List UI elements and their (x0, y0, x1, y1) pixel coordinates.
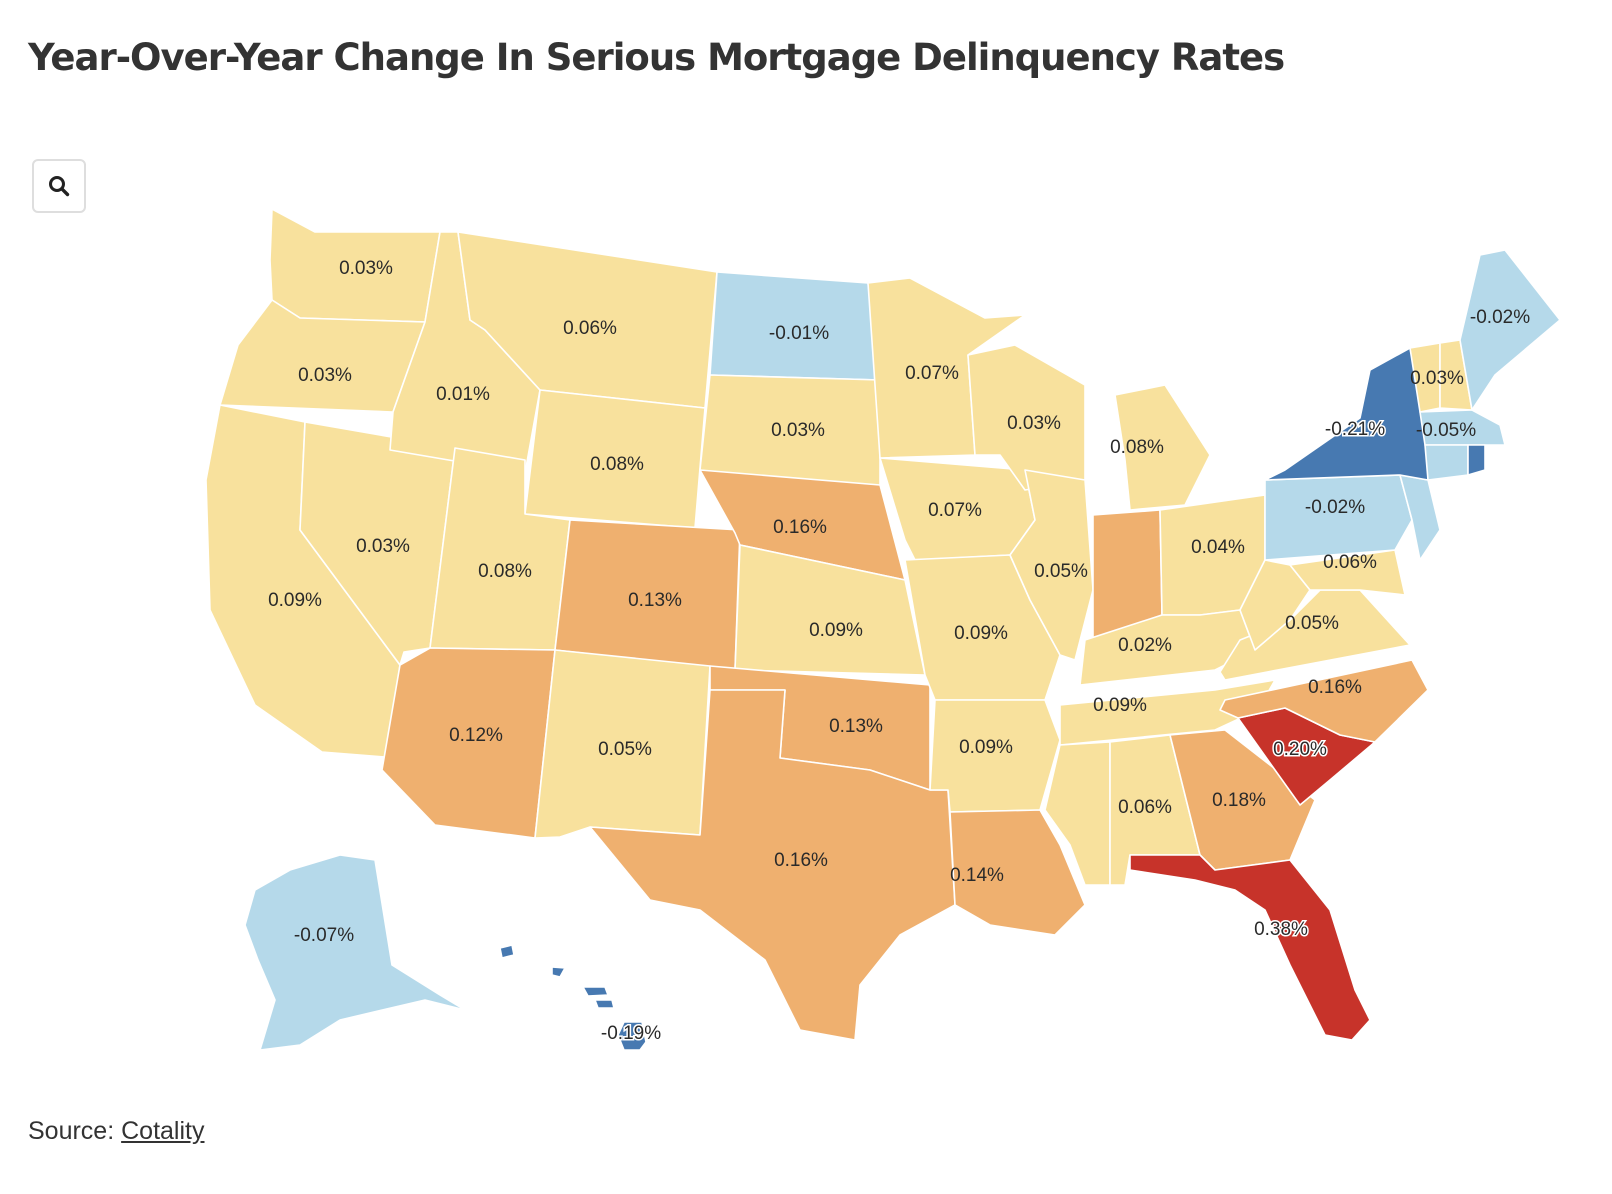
value-label-nv: 0.03% (356, 536, 410, 557)
state-hi-island[interactable] (582, 986, 609, 997)
state-hi-island[interactable] (551, 966, 566, 978)
value-label-ut: 0.08% (478, 561, 532, 582)
value-label-id: 0.01% (436, 384, 490, 405)
value-label-wi: 0.03% (1007, 413, 1061, 434)
value-label-tn: 0.09% (1093, 695, 1147, 716)
state-ri[interactable] (1467, 444, 1486, 476)
state-hi[interactable] (617, 1021, 647, 1051)
value-label-hi: -0.19% (601, 1023, 661, 1044)
value-label-va: 0.05% (1285, 613, 1339, 634)
value-label-sd: 0.03% (771, 420, 825, 441)
state-mi[interactable] (1114, 384, 1211, 511)
value-label-ks: 0.09% (809, 620, 863, 641)
value-label-mo: 0.09% (954, 623, 1008, 644)
state-il[interactable] (1009, 469, 1094, 661)
value-label-wa: 0.03% (339, 258, 393, 279)
state-la[interactable] (949, 809, 1086, 936)
value-label-ga: 0.18% (1212, 790, 1266, 811)
state-ny[interactable] (1264, 347, 1429, 481)
value-label-md: 0.06% (1323, 552, 1377, 573)
value-label-wy: 0.08% (590, 454, 644, 475)
value-label-tx: 0.16% (774, 850, 828, 871)
value-label-ok: 0.13% (829, 716, 883, 737)
value-label-az: 0.12% (449, 725, 503, 746)
value-label-pa: -0.02% (1305, 497, 1365, 518)
value-label-or: 0.03% (298, 365, 352, 386)
page-title: Year-Over-Year Change In Serious Mortgag… (28, 36, 1285, 79)
value-label-fl: 0.38% (1254, 919, 1308, 940)
state-nc[interactable] (1219, 659, 1429, 743)
state-hi-island[interactable] (499, 944, 515, 959)
value-label-la: 0.14% (950, 865, 1004, 886)
value-label-nc: 0.16% (1308, 677, 1362, 698)
value-label-ak: -0.07% (294, 925, 354, 946)
value-label-ia: 0.07% (928, 500, 982, 521)
value-label-sc: 0.20% (1273, 739, 1327, 760)
source-line: Source: Cotality (28, 1117, 205, 1146)
value-label-oh: 0.04% (1191, 537, 1245, 558)
value-label-mn: 0.07% (905, 363, 959, 384)
state-va[interactable] (1219, 589, 1411, 681)
value-label-me: -0.02% (1470, 307, 1530, 328)
value-label-ny: -0.21% (1325, 419, 1385, 440)
source-link[interactable]: Cotality (121, 1117, 205, 1145)
state-me[interactable] (1459, 249, 1561, 411)
value-label-nd: -0.01% (769, 323, 829, 344)
value-label-ma: -0.05% (1416, 420, 1476, 441)
zoom-button[interactable] (32, 159, 86, 213)
source-prefix: Source: (28, 1117, 115, 1145)
state-fl[interactable] (1129, 854, 1371, 1041)
value-label-al: 0.06% (1118, 797, 1172, 818)
state-ma[interactable] (1419, 409, 1506, 446)
value-label-ca: 0.09% (268, 590, 322, 611)
value-label-nm: 0.05% (598, 739, 652, 760)
value-label-ky: 0.02% (1118, 635, 1172, 656)
state-hi-island[interactable] (594, 999, 615, 1009)
value-label-ar: 0.09% (959, 737, 1013, 758)
value-label-mi: 0.08% (1110, 437, 1164, 458)
state-tx[interactable] (589, 689, 956, 1041)
state-mn[interactable] (867, 277, 1026, 459)
state-ak[interactable] (244, 854, 466, 1051)
state-ct[interactable] (1424, 444, 1469, 481)
value-label-vt: 0.03% (1410, 368, 1464, 389)
search-icon (49, 176, 70, 197)
value-label-il: 0.05% (1034, 561, 1088, 582)
value-label-mt: 0.06% (563, 318, 617, 339)
value-label-co: 0.13% (628, 590, 682, 611)
value-label-ne: 0.16% (773, 517, 827, 538)
